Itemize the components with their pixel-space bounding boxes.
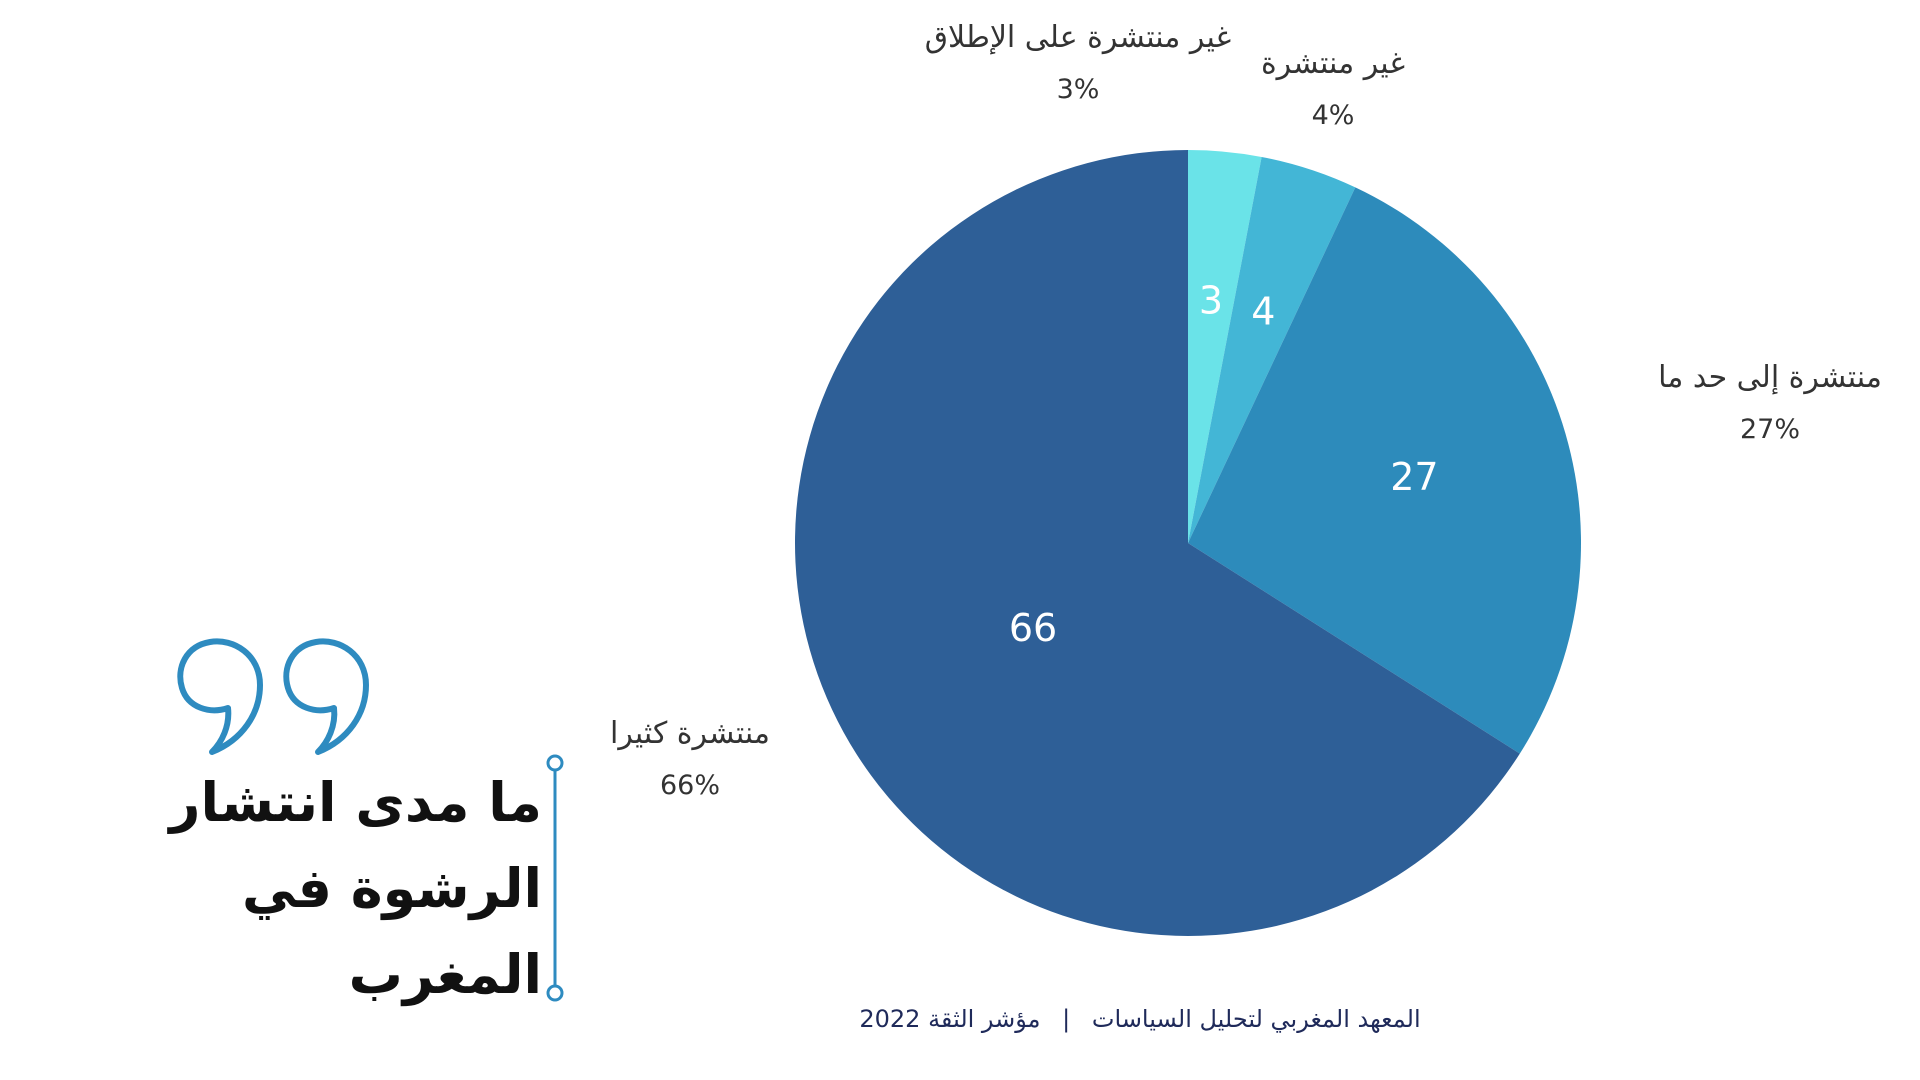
quote-icon [177, 638, 369, 755]
slice-value-label-3: 27 [1390, 455, 1438, 499]
slice-percent-label-2: 4% [1312, 100, 1355, 131]
slice-value-label-2: 4 [1251, 289, 1275, 333]
footer-credit: المعهد المغربي لتحليل السياسات | مؤشر ال… [780, 1005, 1500, 1033]
pie-slice-1 [1188, 150, 1262, 543]
slice-category-label-4: منتشرة كثيرا [610, 716, 770, 751]
slice-value-label-4: 66 [1009, 606, 1057, 650]
slice-percent-label-3: 27% [1740, 414, 1800, 445]
pie-slice-3 [1188, 187, 1581, 754]
pie-slices [795, 150, 1581, 936]
slice-category-label-2: غير منتشرة [1261, 46, 1405, 81]
bracket-line-icon [546, 754, 564, 1002]
slice-value-label-1: 3 [1199, 278, 1223, 322]
slice-category-label-1: غير منتشرة على الإطلاق [925, 20, 1231, 55]
pie-slice-4 [795, 150, 1520, 936]
page-title: ما مدى انتشار الرشوة في المغرب [150, 760, 542, 1018]
title-line-1: ما مدى انتشار [169, 771, 542, 834]
slice-percent-label-4: 66% [660, 770, 720, 801]
footer-institute: المعهد المغربي لتحليل السياسات [1091, 1005, 1421, 1033]
slice-value-labels: 3 4 27 66 [1009, 278, 1439, 650]
pie-slice-2 [1188, 156, 1356, 543]
footer-index: مؤشر الثقة 2022 [859, 1005, 1041, 1033]
footer-separator: | [1062, 1005, 1071, 1033]
slice-category-label-3: منتشرة إلى حد ما [1658, 360, 1882, 395]
title-line-2: الرشوة في [241, 857, 542, 920]
outer-labels: غير منتشرة على الإطلاق 3% غير منتشرة 4% منتش… [610, 20, 1882, 801]
title-line-3: المغرب [348, 943, 542, 1006]
slice-percent-label-1: 3% [1057, 74, 1100, 105]
